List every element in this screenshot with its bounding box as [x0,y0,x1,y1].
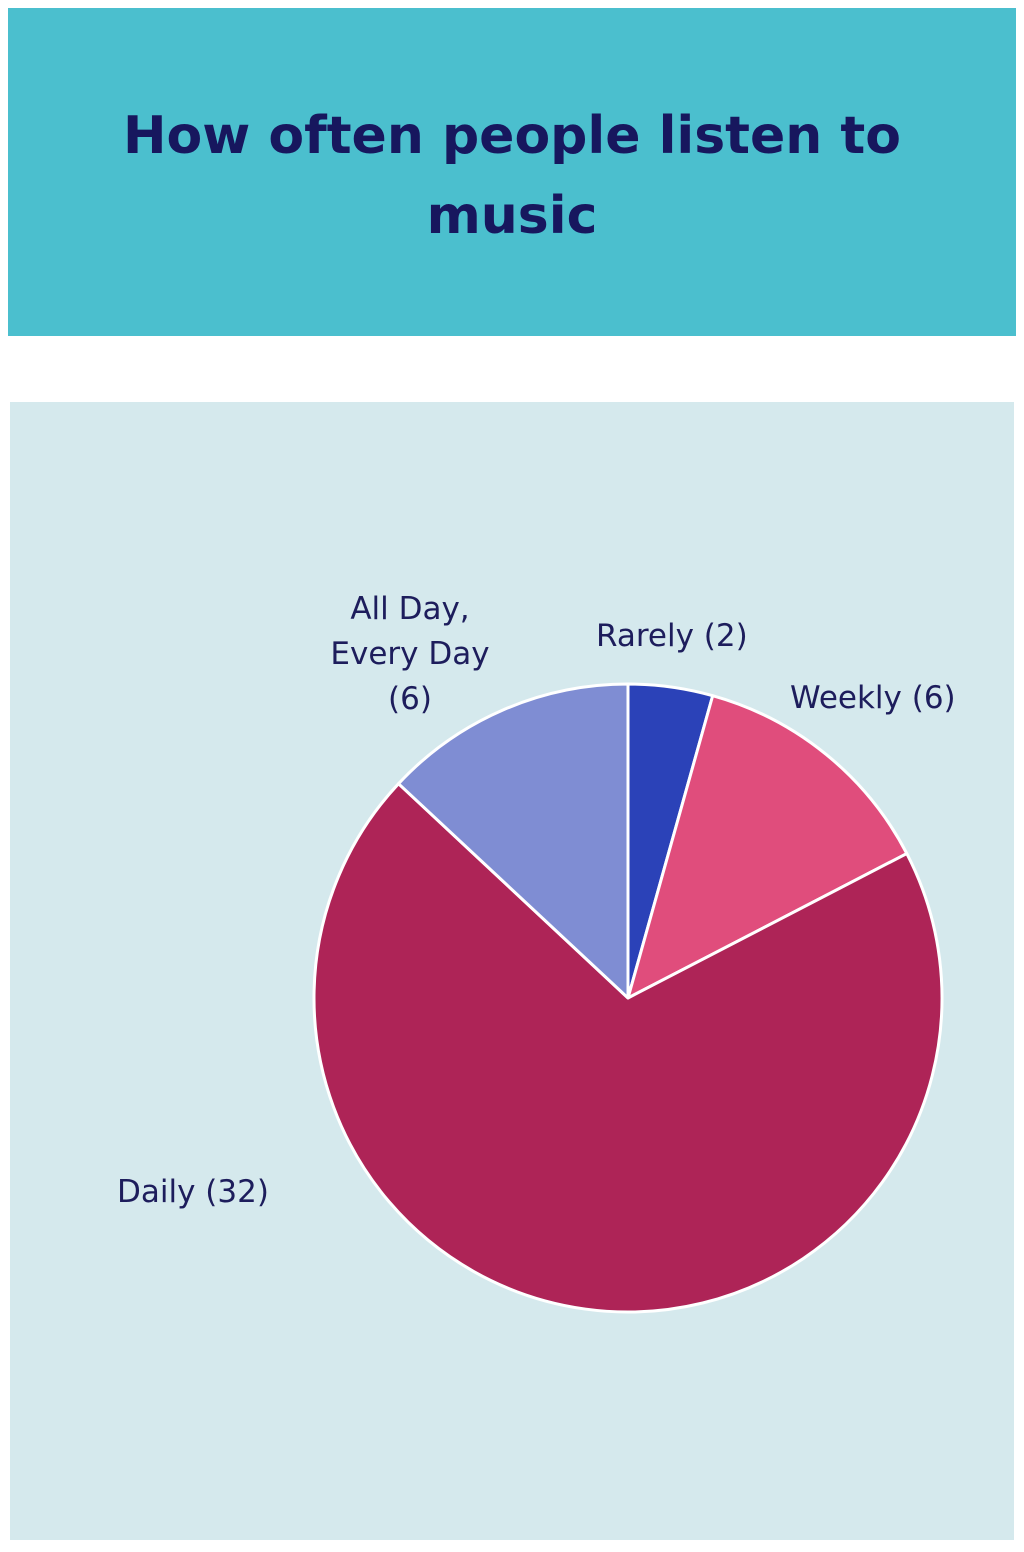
slice-label-line: (6) [388,681,432,717]
slice-label-weekly: Weekly (6) [790,680,956,716]
chart-panel: Rarely (2) Weekly (6) Daily (32) All Day, Ev… [10,402,1014,1540]
slice-label-rarely: Rarely (2) [596,618,748,654]
pie-slice-daily [312,782,944,1314]
pie-slices [312,682,944,1314]
slice-label-line: Every Day [330,636,489,672]
slice-label-daily: Daily (32) [117,1174,269,1210]
pie-chart: Rarely (2) Weekly (6) Daily (32) All Day, Ev… [117,591,956,1314]
pie-labels: Rarely (2) Weekly (6) Daily (32) All Day, Ev… [117,591,956,1210]
title-banner: How often people listen to music [8,8,1016,336]
slice-label-all-day-every-day: All Day, Every Day (6) [330,591,489,717]
chart-title: How often people listen to music [122,106,902,246]
pie-slice-all-day-every-day [397,682,630,1000]
slice-label-line: All Day, [350,591,469,627]
pie-slice-weekly [626,694,909,1000]
